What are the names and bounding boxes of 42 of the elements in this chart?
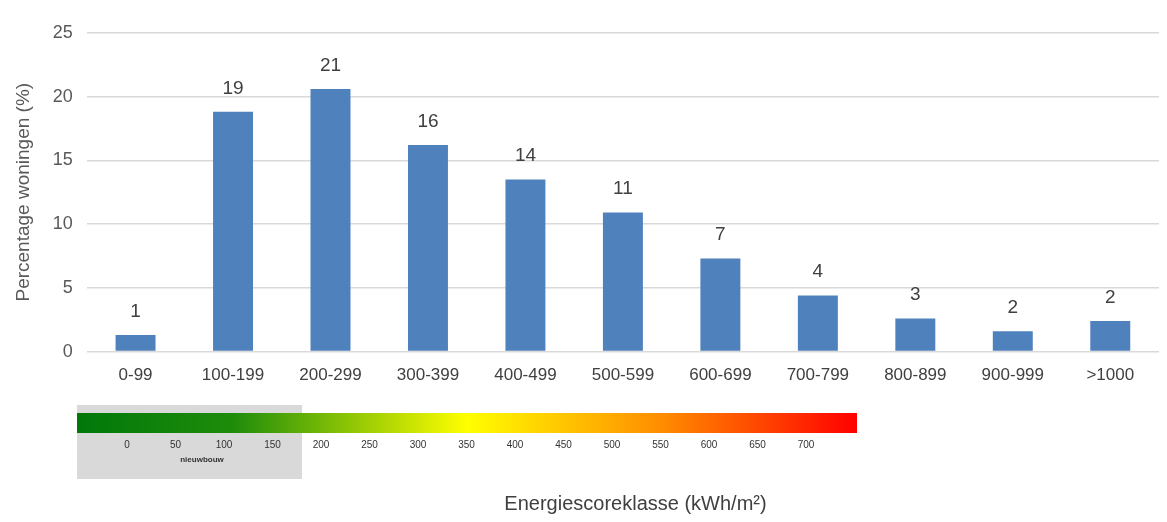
x-tick-label: 900-999 (981, 365, 1044, 385)
y-tick-label: 5 (62, 276, 73, 297)
data-label: 2 (1104, 285, 1116, 307)
bar (1090, 321, 1131, 351)
y-tick-label: 10 (52, 213, 73, 234)
data-label: 1 (130, 299, 141, 321)
data-label: 19 (222, 76, 244, 98)
data-label: 14 (514, 144, 537, 166)
x-tick-label: 200-299 (299, 365, 362, 385)
y-tick-label: 25 (52, 21, 73, 42)
data-label: 21 (319, 53, 342, 75)
bar (115, 335, 156, 351)
x-tick-label: 700-799 (786, 365, 850, 385)
data-label: 7 (715, 223, 726, 245)
bar (992, 331, 1033, 351)
bar (407, 145, 448, 351)
bar (700, 258, 741, 351)
y-axis-title: Percentage woningen (%) (11, 82, 33, 302)
bar (213, 111, 254, 351)
bar (797, 295, 838, 351)
bar (602, 212, 643, 351)
x-tick-label: >1000 (1086, 365, 1135, 385)
x-tick-label: 800-899 (884, 365, 947, 385)
data-label: 3 (910, 283, 921, 305)
data-label: 2 (1007, 295, 1019, 317)
data-label: 11 (613, 177, 633, 199)
y-tick-label: 0 (62, 340, 73, 361)
x-tick-label: 600-699 (689, 365, 752, 385)
bar (895, 318, 936, 351)
y-tick-label: 15 (52, 149, 73, 170)
x-tick-label: 400-499 (494, 365, 557, 385)
text: Energiescoreklasse (kWh/m²) (503, 492, 768, 515)
y-tick-label: 20 (52, 85, 73, 106)
bar (310, 88, 351, 351)
data-label: 16 (417, 109, 439, 131)
energy-scale-strip: 0 50 100 150 200 250 300 350 400 450 500 550 600 650 700 nieuwbouw (77, 405, 857, 479)
x-tick-label: 500-599 (591, 365, 655, 385)
bar (505, 179, 546, 351)
x-tick-label: 0-99 (118, 365, 153, 385)
x-tick-label: 300-399 (396, 365, 460, 385)
x-tick-label: 100-199 (201, 365, 265, 385)
data-label: 4 (812, 260, 824, 282)
